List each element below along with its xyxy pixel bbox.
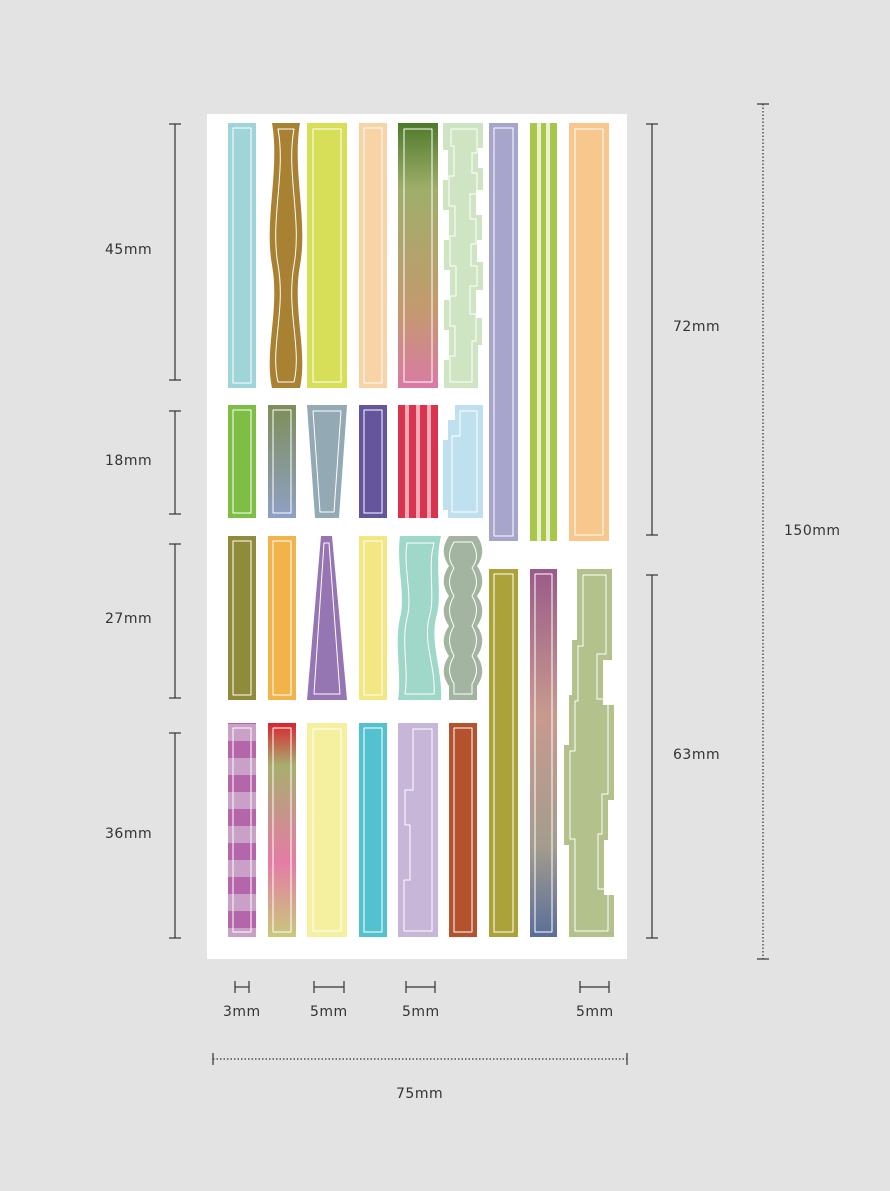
stickers bbox=[228, 123, 614, 937]
sticker-red-lines bbox=[398, 405, 438, 518]
sticker-olive-medium bbox=[228, 536, 256, 700]
sticker-lime-strip bbox=[307, 123, 347, 388]
dim-line-45 bbox=[169, 123, 181, 381]
label-36mm: 36mm bbox=[105, 826, 153, 842]
label-18mm: 18mm bbox=[105, 453, 153, 469]
label-75mm: 75mm bbox=[396, 1086, 444, 1102]
dim-line-27 bbox=[169, 543, 181, 699]
label-width-5mm-b: 5mm bbox=[402, 1004, 440, 1020]
label-72mm: 72mm bbox=[673, 319, 721, 335]
dim-line-63 bbox=[646, 574, 658, 939]
sticker-purple-triangle bbox=[307, 536, 347, 700]
sticker-teal-strip bbox=[359, 723, 387, 937]
dim-line-width-3 bbox=[234, 981, 250, 993]
label-150mm: 150mm bbox=[784, 523, 841, 539]
sticker-pink-striped bbox=[228, 723, 256, 937]
sticker-aqua-wave bbox=[397, 536, 442, 700]
label-width-5mm-a: 5mm bbox=[310, 1004, 348, 1020]
dimension-lines bbox=[169, 103, 769, 1065]
sticker-sage-jagged bbox=[564, 569, 614, 937]
dim-line-36 bbox=[169, 732, 181, 939]
dim-line-75 bbox=[212, 1053, 628, 1065]
sticker-gradient-red-pink bbox=[268, 723, 296, 937]
sticker-amber-medium bbox=[268, 536, 296, 700]
sticker-pale-yellow bbox=[307, 723, 347, 937]
dim-line-150 bbox=[757, 103, 769, 960]
label-width-3mm: 3mm bbox=[223, 1004, 261, 1020]
sticker-slate-taper bbox=[307, 405, 347, 518]
sticker-orange-long bbox=[569, 123, 609, 541]
sticker-brown-wave bbox=[269, 123, 303, 388]
sticker-cyan-strip bbox=[228, 123, 256, 388]
sticker-mint-stepped bbox=[443, 123, 483, 388]
sticker-sage-scalloped bbox=[443, 536, 483, 700]
label-27mm: 27mm bbox=[105, 611, 153, 627]
dim-line-18 bbox=[169, 410, 181, 515]
dim-line-width-5b bbox=[405, 981, 436, 993]
sticker-gradient-purple-slate bbox=[530, 569, 557, 937]
sticker-lavender-long bbox=[489, 123, 518, 541]
sticker-gradient-olive-blue bbox=[268, 405, 296, 518]
sticker-yellow-medium bbox=[359, 536, 387, 700]
sticker-green-short bbox=[228, 405, 256, 518]
sticker-mustard-long bbox=[489, 569, 518, 937]
dim-line-width-5a bbox=[313, 981, 345, 993]
label-width-5mm-c: 5mm bbox=[576, 1004, 614, 1020]
sticker-green-lines bbox=[530, 123, 557, 541]
label-63mm: 63mm bbox=[673, 747, 721, 763]
sticker-lilac-stepped bbox=[398, 723, 438, 937]
sticker-indigo-short bbox=[359, 405, 387, 518]
sticker-rust-strip bbox=[449, 723, 477, 937]
sticker-skyblue-notched bbox=[443, 405, 483, 518]
sticker-gradient-olive-pink bbox=[398, 123, 438, 388]
dim-line-72 bbox=[646, 123, 658, 536]
label-45mm: 45mm bbox=[105, 242, 153, 258]
sticker-peach-strip bbox=[359, 123, 387, 388]
dim-line-width-5c bbox=[579, 981, 610, 993]
